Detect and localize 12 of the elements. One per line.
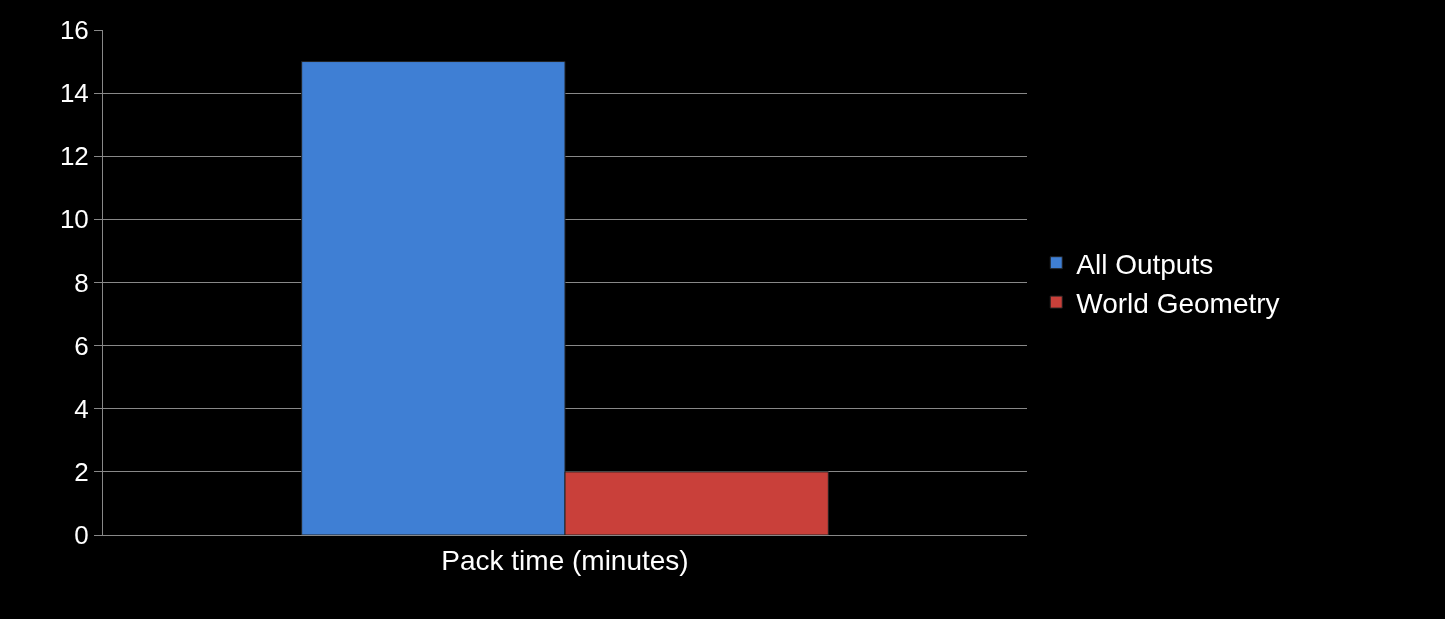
legend-label: All Outputs (1076, 248, 1214, 280)
y-tick-label: 12 (59, 141, 89, 172)
y-tick-label: 0 (74, 520, 89, 551)
y-tick-label: 16 (59, 15, 89, 46)
x-tick-label: Pack time (minutes) (441, 544, 689, 576)
legend-label: World Geometry (1076, 288, 1280, 320)
y-tick-label: 2 (74, 456, 89, 487)
y-tick-label: 10 (59, 204, 89, 235)
y-tick-label: 8 (74, 267, 89, 298)
y-tick-label: 4 (74, 393, 89, 424)
y-tick-label: 6 (74, 330, 89, 361)
y-tick-label: 14 (59, 78, 89, 109)
